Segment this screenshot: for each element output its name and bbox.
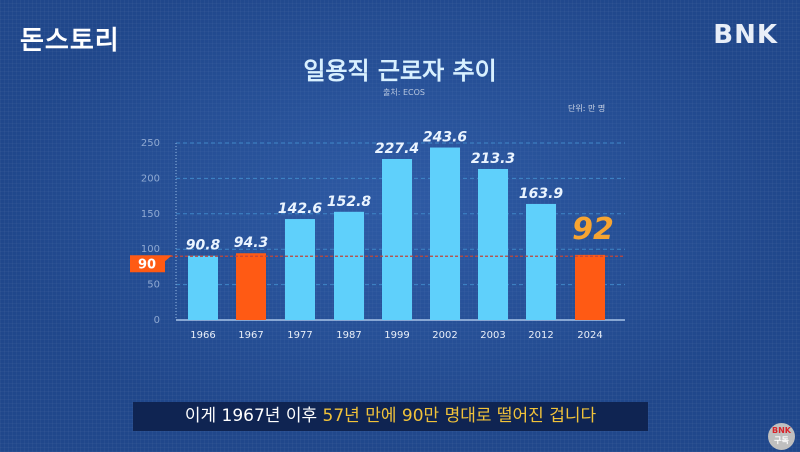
channel-logo: 돈스토리: [20, 26, 120, 56]
y-tick-label: 50: [147, 280, 160, 291]
reference-label: 90: [138, 257, 156, 272]
bar-1977: [285, 219, 315, 320]
bar-1987: [334, 211, 364, 320]
badge-subscribe: 구독: [774, 436, 789, 445]
caption-text: 이게 1967년 이후: [184, 406, 323, 426]
data-label: 94.3: [234, 235, 269, 251]
bar-1967: [236, 253, 266, 320]
x-tick-label: 1977: [287, 330, 312, 341]
badge-brand: BNK: [772, 426, 791, 435]
chart-unit: 단위: 만 명: [568, 104, 606, 113]
bar-1999: [382, 159, 412, 320]
chart-source: 출처: ECOS: [383, 88, 425, 97]
x-tick-label: 1966: [190, 330, 215, 341]
data-label: 152.8: [327, 194, 372, 210]
data-label: 142.6: [278, 201, 323, 217]
data-label: 92: [572, 212, 614, 247]
bar-1966: [188, 255, 218, 320]
brand-logo: BNK: [713, 20, 778, 50]
y-tick-label: 100: [141, 244, 160, 255]
x-tick-label: 2012: [528, 330, 553, 341]
bar-2003: [478, 168, 508, 320]
chart-title: 일용직 근로자 추이: [303, 57, 497, 85]
bar-2024: [575, 254, 605, 320]
y-tick-label: 250: [141, 138, 160, 149]
x-tick-label: 2002: [432, 330, 457, 341]
data-label: 243.6: [423, 130, 468, 146]
y-tick-label: 150: [141, 209, 160, 220]
data-label: 163.9: [519, 186, 564, 202]
bar-2012: [526, 203, 556, 320]
y-tick-label: 0: [154, 315, 160, 326]
bar-2002: [430, 147, 460, 320]
subscribe-badge[interactable]: BNK 구독: [768, 423, 795, 450]
x-tick-label: 1999: [384, 330, 409, 341]
x-tick-label: 2003: [480, 330, 505, 341]
reference-tag: [130, 255, 172, 273]
data-label: 90.8: [186, 238, 221, 254]
x-tick-label: 1967: [238, 330, 263, 341]
data-label: 227.4: [375, 141, 419, 157]
x-tick-label: 1987: [336, 330, 361, 341]
y-tick-label: 200: [141, 173, 160, 184]
caption-highlight: 57년 만에 90만 명대로 떨어진 겁니다: [322, 406, 597, 426]
x-tick-label: 2024: [577, 330, 602, 341]
caption: 이게 1967년 이후 57년 만에 90만 명대로 떨어진 겁니다: [133, 402, 648, 431]
data-label: 213.3: [471, 151, 515, 167]
